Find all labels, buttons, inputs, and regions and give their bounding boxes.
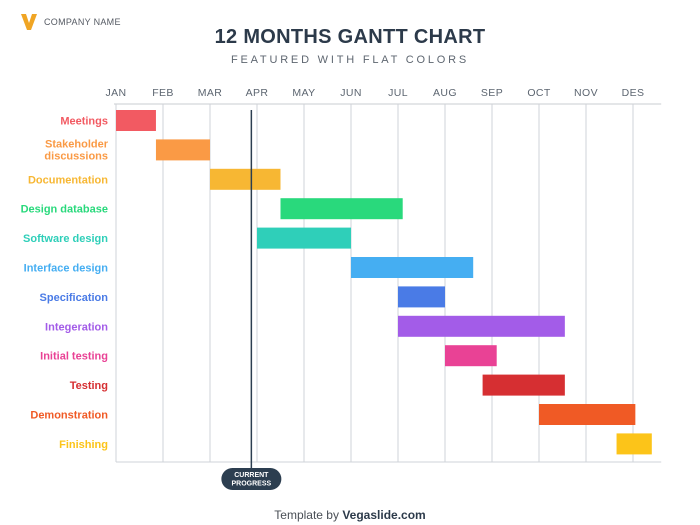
task-label: Initial testing: [40, 351, 108, 363]
footer-prefix: Template by: [274, 508, 343, 522]
month-label: FEB: [152, 87, 174, 99]
company-logo-icon: [21, 14, 37, 30]
chart-title: 12 MONTHS GANTT CHART: [214, 26, 486, 48]
task-bar: [280, 198, 403, 220]
current-progress-label: PROGRESS: [232, 481, 272, 488]
month-label: OCT: [527, 87, 551, 99]
month-label: MAR: [198, 87, 223, 99]
task-bar: [155, 139, 210, 161]
task-bar: [351, 257, 474, 278]
month-label: MAY: [292, 87, 315, 99]
task-label: Software design: [23, 233, 108, 245]
month-label: SEP: [481, 87, 503, 99]
task-bar: [398, 286, 445, 308]
company-name: COMPANY NAME: [44, 17, 121, 27]
task-bar: [539, 404, 636, 425]
month-label: DES: [622, 87, 645, 99]
task-label: Design database: [21, 204, 108, 216]
task-label: Documentation: [28, 174, 108, 186]
task-bar: [616, 433, 652, 455]
task-bar: [257, 227, 351, 249]
task-bar: [210, 168, 281, 190]
task-label: Finishing: [59, 439, 108, 451]
month-label: JUL: [388, 87, 408, 99]
footer-brand: Vegaslide.com: [342, 508, 426, 522]
current-progress-label: CURRENT: [234, 472, 269, 479]
task-label: Stakeholder discussions: [44, 138, 108, 162]
current-progress-badge: [221, 468, 282, 490]
month-label: JAN: [105, 87, 126, 99]
task-bar: [482, 374, 565, 396]
month-label: NOV: [574, 87, 598, 99]
month-label: APR: [246, 87, 269, 99]
chart-subtitle: FEATURED WITH FLAT COLORS: [230, 54, 470, 66]
footer-credit: Template by Vegaslide.com: [0, 508, 700, 522]
task-label: Testing: [70, 380, 108, 392]
task-label: Integeration: [45, 321, 108, 333]
task-bar: [398, 315, 565, 337]
task-label: Demonstration: [30, 410, 108, 422]
month-label: JUN: [340, 87, 362, 99]
task-label: Meetings: [60, 116, 108, 128]
month-label: AUG: [433, 87, 457, 99]
task-bar: [116, 110, 156, 131]
task-bar: [445, 345, 497, 367]
task-label: Specification: [40, 292, 109, 304]
task-label: Interface design: [24, 263, 109, 275]
gantt-chart: JAN FEB MAR APR MAY JUN JUL AUG SEP OCT NOV DES Meet…: [21, 87, 662, 490]
